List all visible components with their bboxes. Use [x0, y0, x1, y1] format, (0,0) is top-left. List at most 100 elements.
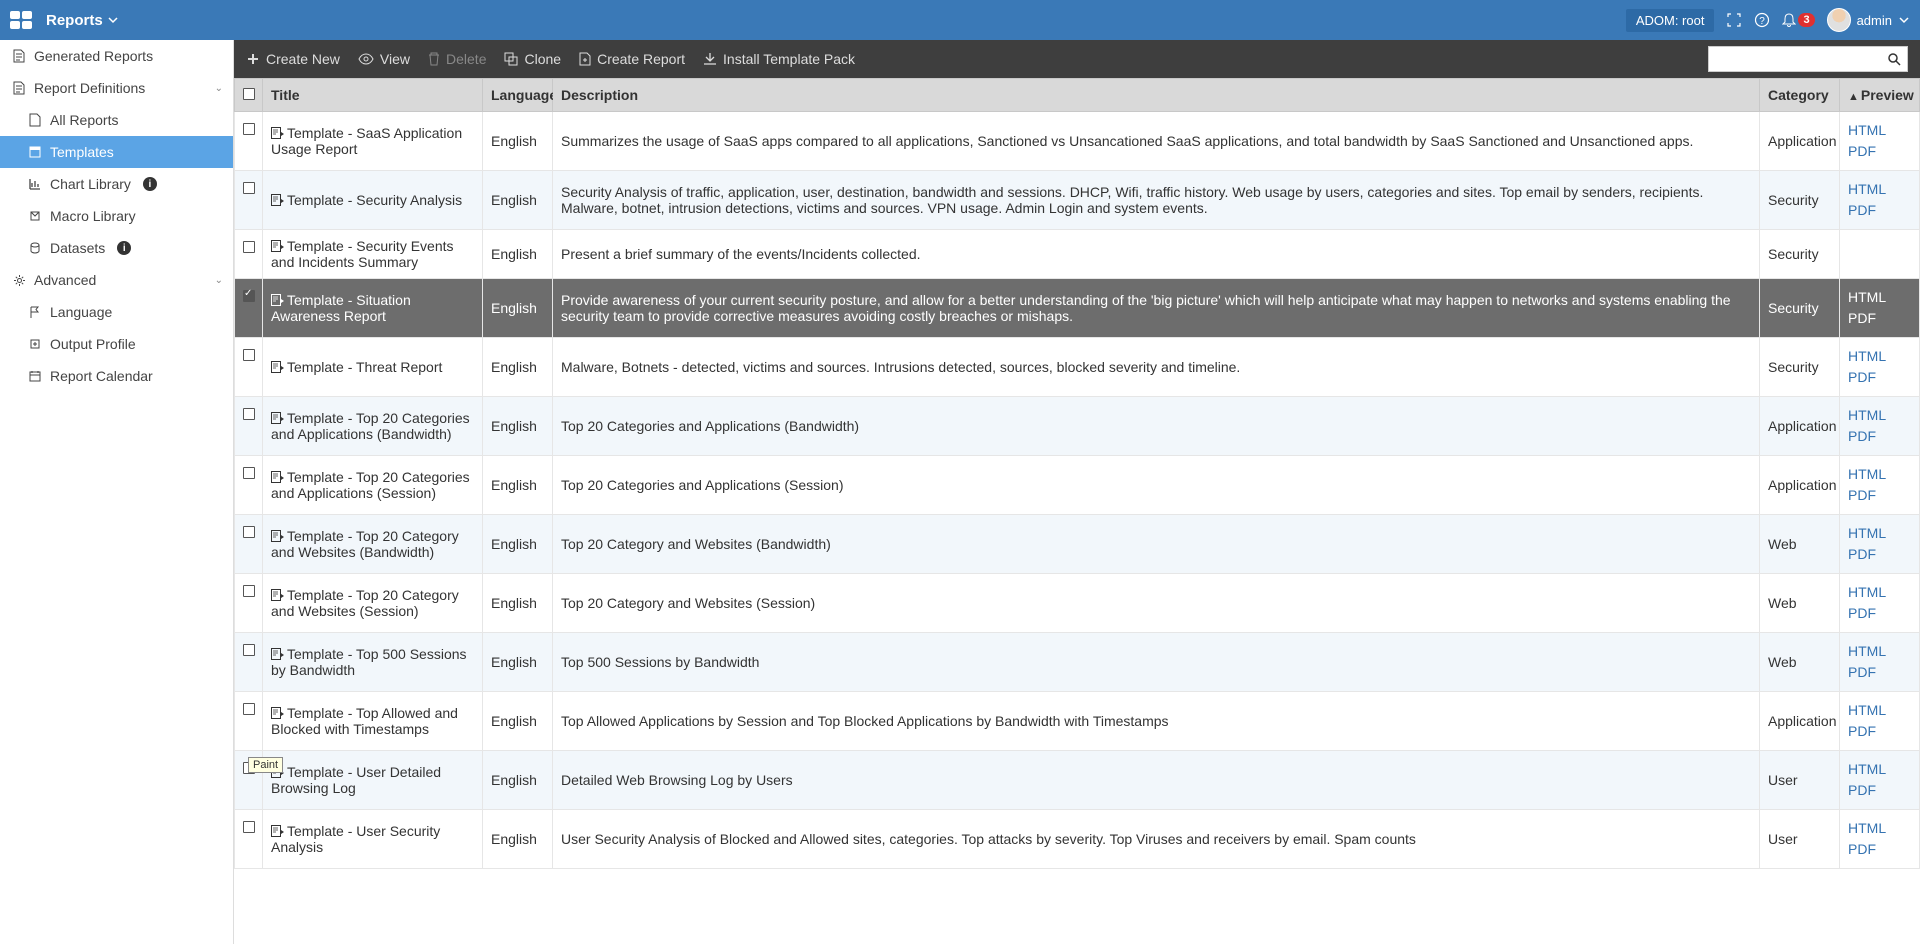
table-row[interactable]: Template - Security Events and Incidents…: [235, 230, 1920, 279]
row-checkbox[interactable]: [243, 762, 255, 774]
preview-html-link[interactable]: HTML: [1848, 523, 1911, 544]
create-new-button[interactable]: Create New: [246, 51, 340, 67]
plus-icon: [246, 52, 260, 66]
table-row[interactable]: Template - User Security AnalysisEnglish…: [235, 810, 1920, 869]
preview-html-link[interactable]: HTML: [1848, 759, 1911, 780]
header-preview[interactable]: ▲Preview: [1840, 79, 1920, 112]
table-row[interactable]: Template - Top 20 Category and Websites …: [235, 574, 1920, 633]
table-row[interactable]: Template - User Detailed Browsing LogEng…: [235, 751, 1920, 810]
sidebar-label: Advanced: [34, 272, 96, 288]
row-checkbox[interactable]: [243, 703, 255, 715]
row-checkbox[interactable]: [243, 467, 255, 479]
search-button[interactable]: [1881, 52, 1907, 66]
header-description[interactable]: Description: [553, 79, 1760, 112]
preview-pdf-link[interactable]: PDF: [1848, 141, 1911, 162]
preview-pdf-link[interactable]: PDF: [1848, 662, 1911, 683]
btn-label: Install Template Pack: [723, 51, 855, 67]
preview-pdf-link[interactable]: PDF: [1848, 839, 1911, 860]
row-checkbox[interactable]: [243, 123, 255, 135]
table-row[interactable]: Template - Top 20 Categories and Applica…: [235, 397, 1920, 456]
create-report-button[interactable]: Create Report: [579, 51, 685, 67]
header-category[interactable]: Category: [1760, 79, 1840, 112]
row-preview: HTMLPDF: [1840, 633, 1920, 692]
preview-html-link[interactable]: HTML: [1848, 641, 1911, 662]
preview-pdf-link[interactable]: PDF: [1848, 780, 1911, 801]
row-checkbox[interactable]: [243, 290, 255, 302]
row-checkbox[interactable]: [243, 182, 255, 194]
table-row[interactable]: Template - Security AnalysisEnglishSecur…: [235, 171, 1920, 230]
sidebar-item-all-reports[interactable]: All Reports: [0, 104, 233, 136]
topbar: Reports ADOM: root ? 3 admin: [0, 0, 1920, 40]
row-category: Web: [1760, 574, 1840, 633]
search-input[interactable]: [1709, 52, 1881, 66]
install-template-pack-button[interactable]: Install Template Pack: [703, 51, 855, 67]
table-row[interactable]: Template - Top 500 Sessions by Bandwidth…: [235, 633, 1920, 692]
notification-button[interactable]: 3: [1782, 13, 1814, 27]
header-checkbox[interactable]: [235, 79, 263, 112]
template-row-icon: [271, 412, 285, 424]
btn-label: View: [380, 51, 410, 67]
row-checkbox[interactable]: [243, 526, 255, 538]
sidebar-item-output-profile[interactable]: Output Profile: [0, 328, 233, 360]
help-icon[interactable]: ?: [1754, 12, 1770, 28]
preview-html-link[interactable]: HTML: [1848, 287, 1911, 308]
header-title[interactable]: Title: [263, 79, 483, 112]
row-checkbox[interactable]: [243, 821, 255, 833]
preview-html-link[interactable]: HTML: [1848, 346, 1911, 367]
section-dropdown[interactable]: Reports: [46, 12, 119, 29]
preview-html-link[interactable]: HTML: [1848, 179, 1911, 200]
row-checkbox[interactable]: [243, 241, 255, 253]
preview-html-link[interactable]: HTML: [1848, 818, 1911, 839]
preview-pdf-link[interactable]: PDF: [1848, 485, 1911, 506]
row-checkbox[interactable]: [243, 408, 255, 420]
preview-html-link[interactable]: HTML: [1848, 582, 1911, 603]
fullscreen-icon[interactable]: [1726, 12, 1742, 28]
table-row[interactable]: Template - Top 20 Category and Websites …: [235, 515, 1920, 574]
table-header-row: Title Language Description Category ▲Pre…: [235, 79, 1920, 112]
preview-pdf-link[interactable]: PDF: [1848, 426, 1911, 447]
preview-pdf-link[interactable]: PDF: [1848, 603, 1911, 624]
user-menu[interactable]: admin: [1827, 8, 1910, 32]
row-checkbox[interactable]: [243, 349, 255, 361]
preview-html-link[interactable]: HTML: [1848, 700, 1911, 721]
preview-pdf-link[interactable]: PDF: [1848, 544, 1911, 565]
preview-pdf-link[interactable]: PDF: [1848, 200, 1911, 221]
adom-selector[interactable]: ADOM: root: [1626, 9, 1715, 32]
preview-html-link[interactable]: HTML: [1848, 405, 1911, 426]
notification-count: 3: [1798, 13, 1814, 27]
delete-button[interactable]: Delete: [428, 51, 486, 67]
sidebar-item-generated-reports[interactable]: Generated Reports: [0, 40, 233, 72]
sidebar-item-report-definitions[interactable]: Report Definitions ⌄: [0, 72, 233, 104]
table-row[interactable]: Template - Top 20 Categories and Applica…: [235, 456, 1920, 515]
preview-pdf-link[interactable]: PDF: [1848, 367, 1911, 388]
btn-label: Create New: [266, 51, 340, 67]
header-language[interactable]: Language: [483, 79, 553, 112]
preview-pdf-link[interactable]: PDF: [1848, 721, 1911, 742]
table-row[interactable]: Template - SaaS Application Usage Report…: [235, 112, 1920, 171]
row-language: English: [483, 171, 553, 230]
row-checkbox[interactable]: [243, 644, 255, 656]
sidebar-item-templates[interactable]: Templates: [0, 136, 233, 168]
table-row[interactable]: Template - Threat ReportEnglishMalware, …: [235, 338, 1920, 397]
row-preview: HTMLPDF: [1840, 751, 1920, 810]
clone-button[interactable]: Clone: [504, 51, 561, 67]
row-category: Application: [1760, 456, 1840, 515]
app-logo-icon[interactable]: [10, 11, 32, 29]
sidebar-label: Generated Reports: [34, 48, 153, 64]
preview-pdf-link[interactable]: PDF: [1848, 308, 1911, 329]
row-checkbox[interactable]: [243, 585, 255, 597]
preview-html-link[interactable]: HTML: [1848, 120, 1911, 141]
sidebar-label: Output Profile: [50, 336, 136, 352]
table-row[interactable]: Template - Situation Awareness ReportEng…: [235, 279, 1920, 338]
sidebar-item-datasets[interactable]: Datasets i: [0, 232, 233, 264]
sidebar-item-macro-library[interactable]: Macro Library: [0, 200, 233, 232]
preview-html-link[interactable]: HTML: [1848, 464, 1911, 485]
row-title: Template - User Security Analysis: [263, 810, 483, 869]
sidebar-item-report-calendar[interactable]: Report Calendar: [0, 360, 233, 392]
sidebar-item-language[interactable]: Language: [0, 296, 233, 328]
view-button[interactable]: View: [358, 51, 410, 67]
row-description: Summarizes the usage of SaaS apps compar…: [553, 112, 1760, 171]
sidebar-item-advanced[interactable]: Advanced ⌄: [0, 264, 233, 296]
sidebar-item-chart-library[interactable]: Chart Library i: [0, 168, 233, 200]
table-row[interactable]: Template - Top Allowed and Blocked with …: [235, 692, 1920, 751]
